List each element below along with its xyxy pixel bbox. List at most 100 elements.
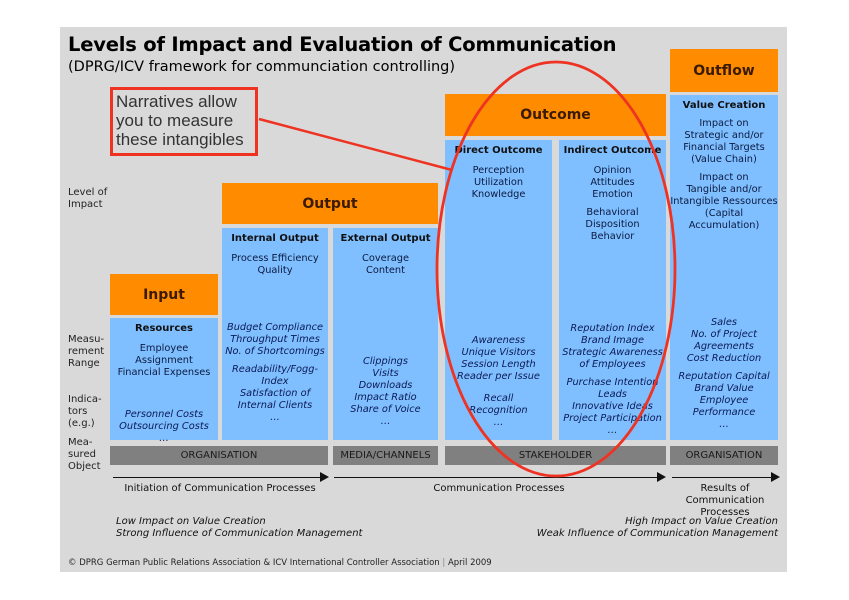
stage-outcome-header: Outcome <box>445 94 666 136</box>
indicators: Budget Compliance Throughput Times No. o… <box>222 322 328 424</box>
indicator-item: Project Participation <box>563 413 662 424</box>
callout-line: these intangibles <box>116 130 244 149</box>
range-item: Opinion <box>593 165 632 176</box>
indicator-item: Recall <box>483 393 514 404</box>
indicator-item: Agreements <box>694 341 754 352</box>
row-label-line: Measu- <box>68 334 105 345</box>
indicator-item: Throughput Times <box>230 334 320 345</box>
copyright: © DPRG German Public Relations Associati… <box>68 558 492 568</box>
row-label-measured-object: Mea- sured Object <box>68 437 101 473</box>
column-heading: External Output <box>340 233 431 244</box>
footer-right-note: High Impact on Value Creation Weak Influ… <box>537 516 778 540</box>
range-item: Intangible Ressources <box>670 196 778 207</box>
range-item: Behavioral Disposition <box>585 207 640 230</box>
measurement-range-resources: Impact on Tangible and/or Intangible Res… <box>670 172 778 232</box>
indicators: Reputation Index Brand Image Strategic A… <box>559 323 666 437</box>
column-resources: Resources Employee Assignment Financial … <box>110 318 218 444</box>
range-item: Financial Targets <box>683 142 765 153</box>
measured-object-media-channels: MEDIA/CHANNELS <box>333 446 438 465</box>
measurement-range: Employee Assignment Financial Expenses <box>110 343 218 379</box>
range-item: Emotion <box>592 189 633 200</box>
range-item: Attitudes <box>590 177 635 188</box>
indicators: Personnel Costs Outsourcing Costs … <box>110 409 218 445</box>
copyright-text: © DPRG German Public Relations Associati… <box>68 558 440 568</box>
footer-right-line: High Impact on Value Creation <box>625 516 778 527</box>
row-label-line: rement <box>68 346 105 357</box>
row-label-measurement-range: Measu- rement Range <box>68 334 104 370</box>
row-label-line: (e.g.) <box>68 418 95 429</box>
indicator-item: … <box>380 416 391 427</box>
indicator-item: Visits <box>372 368 399 379</box>
diagram-subtitle: (DPRG/ICV framework for communciation co… <box>68 59 456 75</box>
diagram-title: Levels of Impact and Evaluation of Commu… <box>68 33 617 56</box>
measurement-range: Coverage Content <box>333 253 438 277</box>
indicator-item: Employee <box>699 395 749 406</box>
footer-left-note: Low Impact on Value Creation Strong Infl… <box>116 516 362 540</box>
process-results-label: Results of Communication Processes <box>660 483 790 519</box>
column-heading: Indirect Outcome <box>563 145 662 156</box>
indicator-item: Share of Voice <box>350 404 421 415</box>
indicator-item: … <box>159 433 169 444</box>
indicator-item: Reputation Capital <box>678 371 770 382</box>
range-item: (Capital Accumulation) <box>688 208 760 231</box>
stage-outflow-header: Outflow <box>670 49 778 92</box>
row-label-indicators: Indica- tors (e.g.) <box>68 394 102 430</box>
column-heading: Internal Output <box>231 233 319 244</box>
measured-object-organisation-outflow: ORGANISATION <box>670 446 778 465</box>
row-label-level-of-impact: Level of Impact <box>68 187 107 211</box>
indicator-item: of Employees <box>579 359 646 370</box>
range-item: Tangible and/or <box>686 184 762 195</box>
indicator-item: Reputation Index <box>570 323 655 334</box>
measurement-range-behavior: Behavioral Disposition Behavior <box>559 207 666 243</box>
measurement-range: Impact on Strategic and/or Financial Tar… <box>670 118 778 166</box>
stage-input-label: Input <box>143 286 185 303</box>
column-internal-output: Internal Output Process Efficiency Quali… <box>222 228 328 440</box>
column-direct-outcome: Direct Outcome Perception Utilization Kn… <box>445 140 552 440</box>
range-item: Utilization <box>473 177 524 188</box>
indicator-item: Downloads <box>358 380 413 391</box>
stage-input-header: Input <box>110 274 218 315</box>
footer-left-line: Low Impact on Value Creation <box>116 516 266 527</box>
measured-object-label: MEDIA/CHANNELS <box>340 450 431 461</box>
range-item: Strategic and/or <box>684 130 764 141</box>
range-item: Quality <box>257 265 293 276</box>
indicator-item: Reader per Issue <box>457 371 540 382</box>
row-label-line: Indica- <box>68 394 102 405</box>
row-label-line: tors <box>68 406 88 417</box>
range-item: Knowledge <box>471 189 526 200</box>
measurement-range: Opinion Attitudes Emotion <box>559 165 666 201</box>
column-heading: Value Creation <box>682 100 766 111</box>
column-indirect-outcome: Indirect Outcome Opinion Attitudes Emoti… <box>559 140 666 440</box>
indicator-item: Internal Clients <box>237 400 313 411</box>
measurement-range: Process Efficiency Quality <box>222 253 328 277</box>
column-heading: Resources <box>134 323 194 334</box>
callout-line: you to measure <box>116 111 234 130</box>
indicator-item: Cost Reduction <box>686 353 762 364</box>
callout-line: Narratives allow <box>116 92 237 111</box>
indicator-item: Sales <box>710 317 738 328</box>
indicator-item: Index <box>261 376 289 387</box>
measurement-range: Perception Utilization Knowledge <box>445 165 552 201</box>
indicators: Sales No. of Project Agreements Cost Red… <box>670 317 778 431</box>
process-results-line: Communication Processes <box>685 495 765 518</box>
column-value-creation: Value Creation Impact on Strategic and/o… <box>670 95 778 440</box>
arrow-initiation <box>113 472 329 482</box>
range-item: Employee Assignment <box>135 343 193 366</box>
process-communication-label: Communication Processes <box>433 483 565 494</box>
indicator-item: Brand Image <box>581 335 644 346</box>
footer-left-line: Strong Influence of Communication Manage… <box>116 528 363 539</box>
range-item: (Value Chain) <box>691 154 757 165</box>
range-item: Impact on <box>699 172 749 183</box>
footer-right-line: Weak Influence of Communication Manageme… <box>536 528 778 539</box>
row-label-line: Level of <box>68 187 108 198</box>
indicator-item: Leads <box>598 389 627 400</box>
arrow-communication <box>334 472 666 482</box>
indicator-item: … <box>607 425 618 436</box>
indicators: Clippings Visits Downloads Impact Ratio … <box>333 356 438 428</box>
row-label-line: Mea- <box>68 437 93 448</box>
indicator-item: … <box>493 417 504 428</box>
indicator-item: Recognition <box>469 405 528 416</box>
indicator-item: Unique Visitors <box>461 347 536 358</box>
arrow-results <box>672 472 780 482</box>
measured-object-stakeholder: STAKEHOLDER <box>445 446 666 465</box>
